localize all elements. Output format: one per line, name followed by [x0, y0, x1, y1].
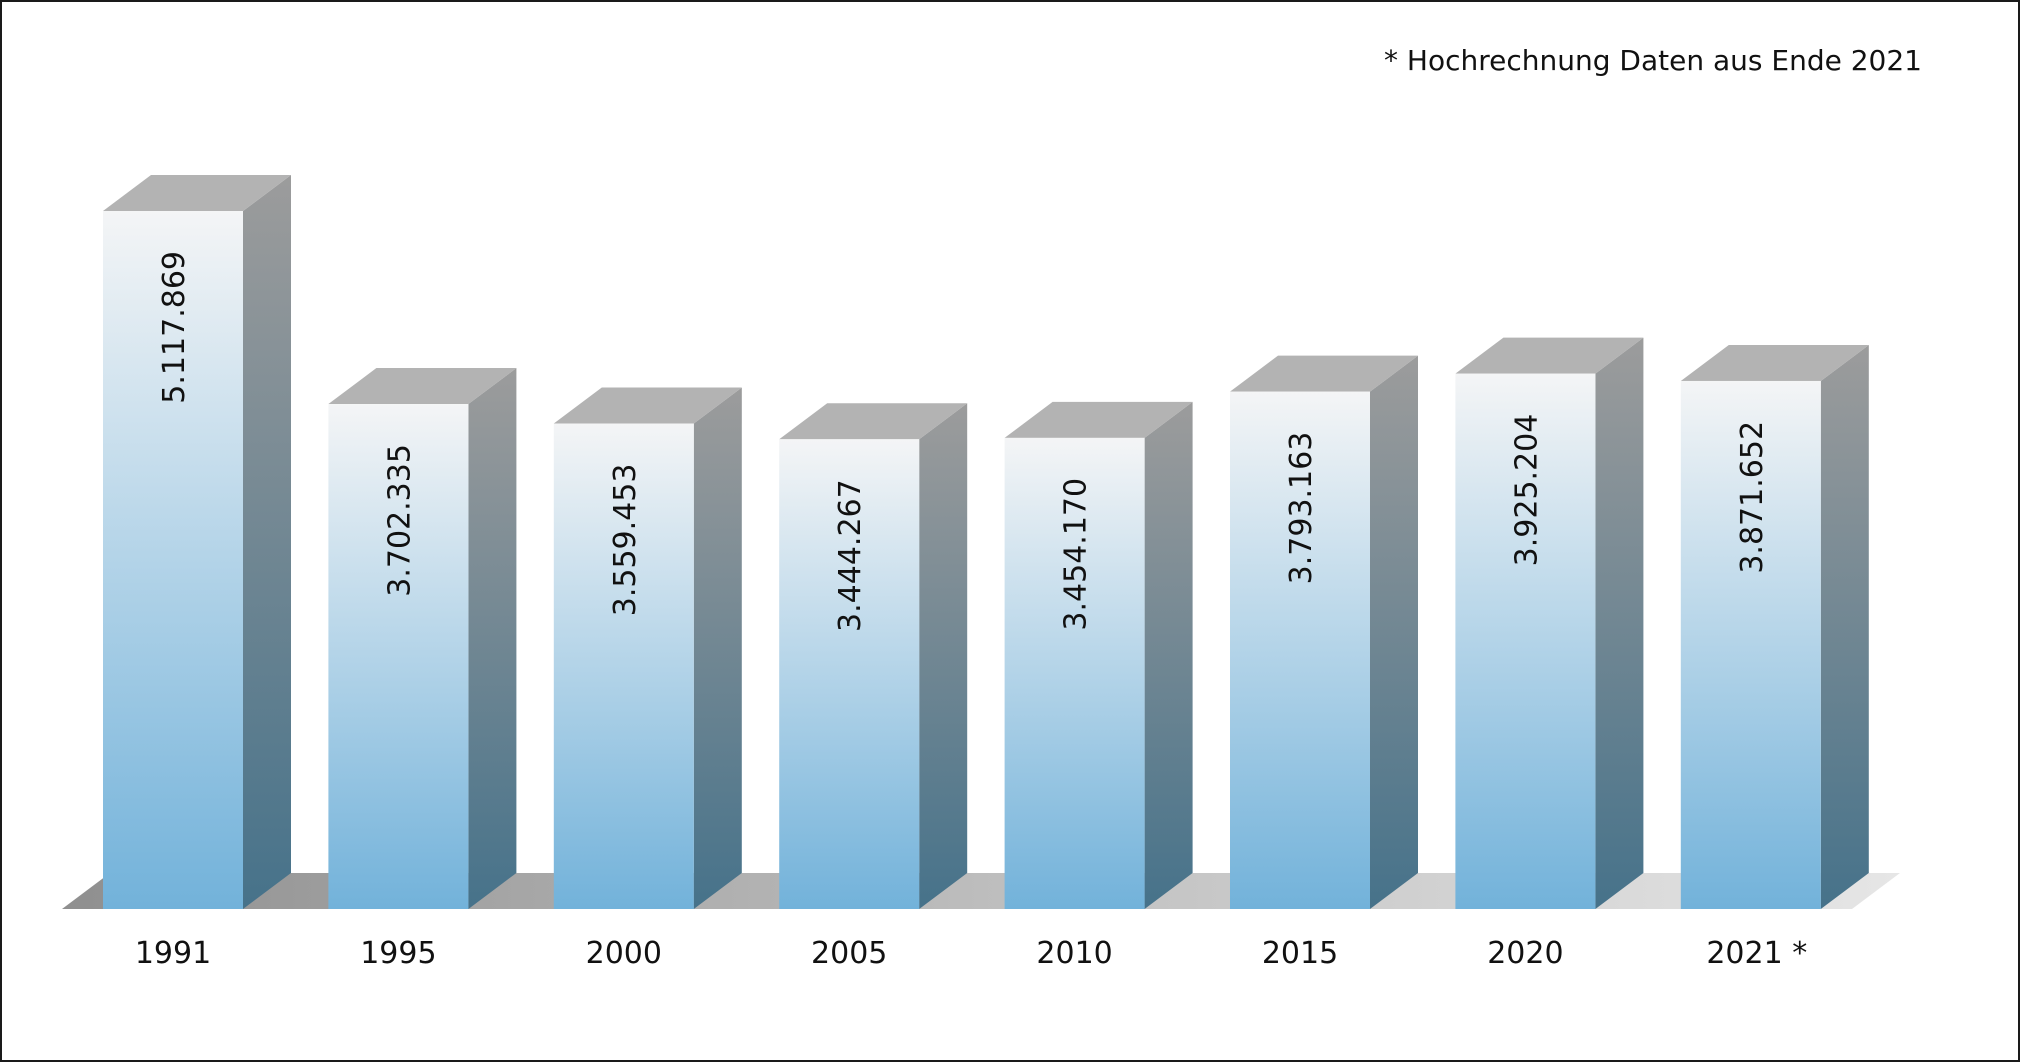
bar-top	[1004, 401, 1193, 438]
bar	[779, 439, 920, 909]
bar-top	[1455, 337, 1644, 374]
bar-value-label: 3.702.335	[382, 444, 417, 597]
bar-side	[919, 403, 968, 909]
bar-value-label: 3.559.453	[608, 464, 643, 617]
x-tick-label: 2000	[586, 936, 662, 971]
bar-group: 3.454.170	[1004, 401, 1193, 909]
bar-side	[1144, 401, 1193, 909]
bar-value-label: 3.871.652	[1735, 421, 1770, 574]
bar-top	[103, 175, 291, 211]
x-tick-label: 2021 *	[1706, 936, 1807, 971]
bar-top	[779, 403, 968, 440]
bar-value-label: 3.925.204	[1509, 414, 1544, 567]
bar-group: 3.702.335	[328, 368, 517, 909]
x-tick-label: 2010	[1036, 936, 1112, 971]
bar-side	[693, 387, 742, 909]
x-tick-label: 1995	[360, 936, 436, 971]
bar-side	[468, 368, 517, 909]
bar-side	[1820, 344, 1869, 909]
bar-value-label: 5.117.869	[157, 251, 192, 404]
bar-top	[328, 368, 517, 405]
chart-floor	[62, 873, 1900, 909]
bar-side	[1595, 337, 1644, 909]
bar	[1230, 391, 1370, 909]
bar	[328, 404, 469, 909]
bar-top	[1680, 344, 1869, 381]
bar-top	[1230, 355, 1418, 392]
x-tick-label: 2020	[1487, 936, 1563, 971]
bar-value-label: 3.444.267	[833, 479, 868, 632]
x-tick-label: 2005	[811, 936, 887, 971]
bar	[1004, 437, 1145, 909]
bar	[1455, 373, 1596, 909]
bar-value-label: 3.793.163	[1284, 432, 1319, 585]
bar-side	[1370, 355, 1418, 909]
bar	[1680, 380, 1821, 909]
bar-group: 3.793.163	[1230, 355, 1418, 909]
bar-value-label: 3.454.170	[1059, 478, 1094, 631]
bar-top	[553, 387, 742, 424]
x-tick-label: 2015	[1262, 936, 1338, 971]
bar-group: 3.925.204	[1455, 337, 1644, 909]
chart-footnote: * Hochrechnung Daten aus Ende 2021	[1384, 44, 1922, 77]
bar-group: 5.117.869	[103, 175, 291, 909]
bar-group: 3.444.267	[779, 403, 968, 909]
bar-side	[243, 175, 291, 909]
bar-group: 3.559.453	[553, 387, 742, 909]
bar-group: 3.871.652	[1680, 344, 1869, 909]
bar	[553, 423, 694, 909]
bar	[103, 211, 243, 909]
x-tick-label: 1991	[135, 936, 211, 971]
